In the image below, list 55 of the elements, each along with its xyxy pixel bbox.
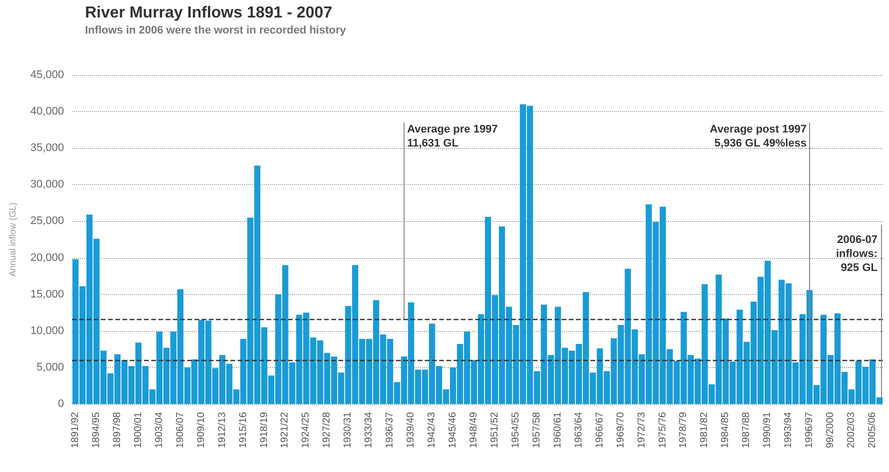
y-tick-label: 35,000: [30, 142, 64, 154]
y-tick-label: 5,000: [36, 361, 64, 374]
x-tick-label: 1978/79: [678, 412, 690, 448]
x-tick-label: 1933/34: [364, 412, 375, 448]
y-axis-title: Annual inflow (GL): [8, 202, 18, 277]
x-tick-label: 1972/73: [636, 412, 648, 448]
x-tick-label: 1909/10: [196, 412, 207, 448]
x-tick-label: 1912/13: [216, 412, 228, 448]
x-tick-label: 1990/91: [762, 412, 774, 448]
x-tick-label: 1993/94: [783, 412, 794, 448]
x-tick-label: 1927/28: [322, 412, 333, 448]
x-tick-label: 1900/01: [132, 412, 144, 448]
x-tick-label: 1924/25: [300, 412, 312, 448]
y-tick-label: 10,000: [30, 324, 64, 337]
x-tick-label: 1915/16: [238, 412, 249, 448]
x-tick-label: 1894/95: [90, 412, 102, 448]
y-tick-label: 45,000: [30, 69, 64, 81]
y-tick-label: 40,000: [30, 106, 64, 118]
x-tick-label: 1936/37: [384, 412, 396, 448]
x-tick-label: 1939/40: [406, 412, 417, 448]
x-tick-label: 1891/92: [70, 412, 81, 448]
x-tick-label: 1897/98: [112, 412, 123, 448]
ref-line-label: Average pre 1997 11,631 GL: [407, 124, 498, 150]
y-tick-label: 30,000: [30, 178, 64, 191]
x-tick-label: 1963/64: [573, 412, 584, 448]
y-tick-label: 0: [58, 398, 64, 410]
x-tick-label: 1906/07: [174, 412, 186, 448]
x-tick-label: 1966/67: [594, 412, 606, 448]
x-tick-label: 1942/43: [426, 412, 438, 448]
x-tick-label: 1918/19: [258, 412, 270, 448]
x-tick-label: 1996/97: [804, 412, 816, 448]
x-tick-label: 1903/04: [154, 412, 165, 448]
x-tick-label: 99/2000: [825, 412, 836, 448]
y-tick-label: 20,000: [30, 252, 64, 264]
x-tick-label: 1984/85: [720, 412, 732, 448]
x-tick-label: 1951/52: [489, 412, 500, 448]
ref-line-label: Average post 1997 5,936 GL 49%less: [710, 124, 807, 150]
x-tick-label: 1969/70: [615, 412, 626, 448]
x-tick-label: 1948/49: [468, 412, 480, 448]
chart-title: River Murray Inflows 1891 - 2007: [85, 4, 332, 22]
x-tick-label: 1945/46: [448, 412, 459, 448]
annotation: 2006-07 inflows: 925 GL: [836, 234, 878, 274]
x-tick-label: 1930/31: [342, 412, 354, 448]
x-tick-label: 2005/06: [867, 412, 878, 448]
x-tick-label: 1954/55: [510, 412, 522, 448]
x-tick-label: 1957/58: [531, 412, 542, 448]
chart-subtitle: Inflows in 2006 were the worst in recorded history: [85, 24, 347, 36]
x-tick-label: 1975/76: [657, 412, 668, 448]
x-tick-label: 1960/61: [552, 412, 564, 448]
x-tick-label: 1981/82: [699, 412, 710, 448]
x-tick-label: 1987/88: [741, 412, 752, 448]
y-tick-label: 15,000: [30, 288, 64, 300]
x-tick-label: 2002/03: [846, 412, 858, 448]
x-tick-label: 1921/22: [280, 412, 291, 448]
y-tick-label: 25,000: [30, 215, 64, 228]
